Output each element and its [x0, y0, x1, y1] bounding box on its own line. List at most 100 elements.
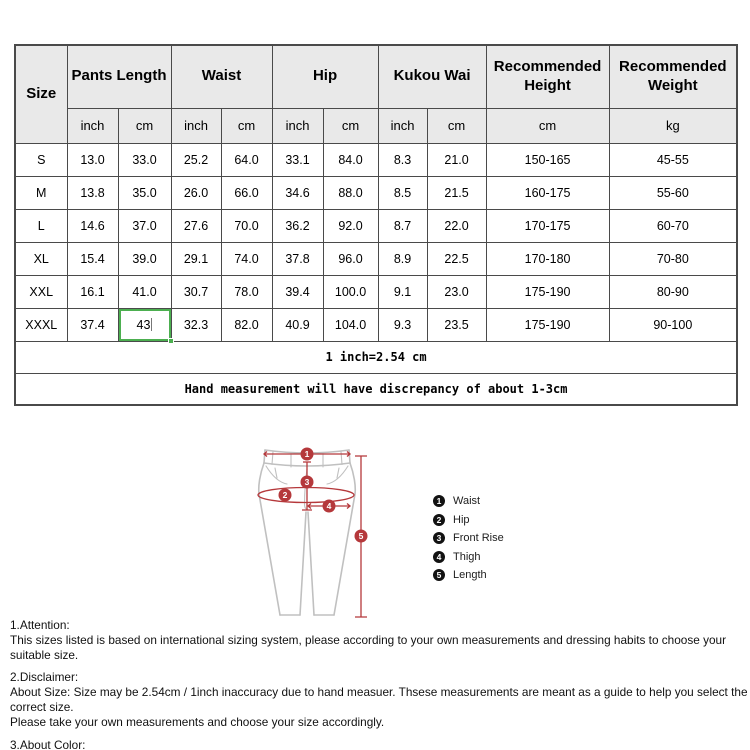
- unit-header[interactable]: cm: [322, 107, 379, 144]
- value-cell[interactable]: 27.6: [170, 208, 222, 243]
- section-line: Please take your own measurements and ch…: [10, 714, 385, 729]
- value-cell[interactable]: 8.3: [377, 142, 428, 177]
- value-cell[interactable]: 33.0: [117, 142, 172, 177]
- col-header-recommended-weight[interactable]: Recommended Weight: [608, 44, 738, 109]
- value-cell[interactable]: 78.0: [220, 274, 273, 309]
- value-cell[interactable]: 30.7: [170, 274, 222, 309]
- unit-header[interactable]: cm: [117, 107, 172, 144]
- value-cell[interactable]: 40.9: [271, 307, 324, 342]
- value-cell[interactable]: 70.0: [220, 208, 273, 243]
- value-cell[interactable]: 96.0: [322, 241, 379, 276]
- legend-item: 3 Front Rise: [433, 529, 504, 548]
- value-cell[interactable]: 74.0: [220, 241, 273, 276]
- attention-section: 1.Attention: This sizes listed is based …: [10, 618, 748, 662]
- marker-number: 2: [283, 490, 288, 500]
- value-cell[interactable]: 29.1: [170, 241, 222, 276]
- value-cell[interactable]: 55-60: [608, 175, 738, 210]
- unit-header[interactable]: inch: [170, 107, 222, 144]
- value-cell[interactable]: 21.0: [426, 142, 487, 177]
- value-cell[interactable]: 70-80: [608, 241, 738, 276]
- col-header-pants-length[interactable]: Pants Length: [66, 44, 172, 109]
- col-header-size[interactable]: Size: [14, 44, 68, 144]
- value-cell[interactable]: 45-55: [608, 142, 738, 177]
- value-cell[interactable]: 8.7: [377, 208, 428, 243]
- value-cell[interactable]: 32.3: [170, 307, 222, 342]
- legend-item: 1 Waist: [433, 492, 504, 511]
- col-header-hip[interactable]: Hip: [271, 44, 379, 109]
- value-cell[interactable]: 35.0: [117, 175, 172, 210]
- value-cell[interactable]: 41.0: [117, 274, 172, 309]
- value-cell[interactable]: 37.4: [66, 307, 119, 342]
- value-cell[interactable]: 33.1: [271, 142, 324, 177]
- value-cell[interactable]: 175-190: [485, 307, 610, 342]
- size-cell[interactable]: XXL: [14, 274, 68, 309]
- legend-label: Length: [453, 569, 487, 582]
- col-header-recommended-height[interactable]: Recommended Height: [485, 44, 610, 109]
- note-inch-conversion[interactable]: 1 inch=2.54 cm: [14, 340, 738, 374]
- legend-item: 4 Thigh: [433, 548, 504, 567]
- value-cell[interactable]: 9.1: [377, 274, 428, 309]
- value-cell[interactable]: 8.5: [377, 175, 428, 210]
- value-cell[interactable]: 80-90: [608, 274, 738, 309]
- unit-header[interactable]: inch: [271, 107, 324, 144]
- unit-header[interactable]: cm: [220, 107, 273, 144]
- unit-header[interactable]: inch: [377, 107, 428, 144]
- marker-number: 1: [305, 449, 310, 459]
- note-hand-measurement[interactable]: Hand measurement will have discrepancy o…: [14, 372, 738, 406]
- value-cell[interactable]: 34.6: [271, 175, 324, 210]
- editing-cell[interactable]: 43: [117, 307, 174, 344]
- value-cell[interactable]: 60-70: [608, 208, 738, 243]
- value-cell[interactable]: 9.3: [377, 307, 428, 342]
- value-cell[interactable]: 13.8: [66, 175, 119, 210]
- value-cell[interactable]: 37.8: [271, 241, 324, 276]
- size-cell[interactable]: XXXL: [14, 307, 68, 342]
- size-cell[interactable]: M: [14, 175, 68, 210]
- legend-item: 2 Hip: [433, 511, 504, 530]
- col-header-waist[interactable]: Waist: [170, 44, 273, 109]
- fill-handle[interactable]: [167, 337, 174, 344]
- col-header-kukou-wai[interactable]: Kukou Wai: [377, 44, 487, 109]
- value-cell[interactable]: 64.0: [220, 142, 273, 177]
- value-cell[interactable]: 150-165: [485, 142, 610, 177]
- value-cell[interactable]: 8.9: [377, 241, 428, 276]
- value-cell[interactable]: 15.4: [66, 241, 119, 276]
- value-cell[interactable]: 21.5: [426, 175, 487, 210]
- value-cell[interactable]: 100.0: [322, 274, 379, 309]
- unit-header[interactable]: cm: [485, 107, 610, 144]
- value-cell[interactable]: 23.0: [426, 274, 487, 309]
- value-cell[interactable]: 36.2: [271, 208, 324, 243]
- legend-label: Hip: [453, 513, 470, 526]
- value-cell[interactable]: 22.0: [426, 208, 487, 243]
- value-cell[interactable]: 160-175: [485, 175, 610, 210]
- value-cell[interactable]: 13.0: [66, 142, 119, 177]
- value-cell[interactable]: 66.0: [220, 175, 273, 210]
- value-cell[interactable]: 25.2: [170, 142, 222, 177]
- value-cell[interactable]: 90-100: [608, 307, 738, 342]
- numbered-circle-icon: 3: [433, 532, 445, 545]
- value-cell[interactable]: 22.5: [426, 241, 487, 276]
- value-cell[interactable]: 16.1: [66, 274, 119, 309]
- size-cell[interactable]: XL: [14, 241, 68, 276]
- unit-header[interactable]: kg: [608, 107, 738, 144]
- value-cell[interactable]: 26.0: [170, 175, 222, 210]
- value-cell[interactable]: 92.0: [322, 208, 379, 243]
- value-cell[interactable]: 23.5: [426, 307, 487, 342]
- value-cell[interactable]: 88.0: [322, 175, 379, 210]
- size-cell[interactable]: L: [14, 208, 68, 243]
- value-cell[interactable]: 14.6: [66, 208, 119, 243]
- value-cell[interactable]: 82.0: [220, 307, 273, 342]
- value-cell[interactable]: 39.0: [117, 241, 172, 276]
- unit-header[interactable]: cm: [426, 107, 487, 144]
- value-cell[interactable]: 170-180: [485, 241, 610, 276]
- value-cell[interactable]: 175-190: [485, 274, 610, 309]
- table-row: M 13.8 35.0 26.0 66.0 34.6 88.0 8.5 21.5 160-175 5…: [14, 175, 738, 210]
- header-row-units: inch cm inch cm inch cm inch cm cm kg: [15, 107, 738, 144]
- value-cell[interactable]: 104.0: [322, 307, 379, 342]
- value-cell[interactable]: 84.0: [322, 142, 379, 177]
- unit-header[interactable]: inch: [66, 107, 119, 144]
- value-cell[interactable]: 170-175: [485, 208, 610, 243]
- value-cell[interactable]: 39.4: [271, 274, 324, 309]
- section-line: This sizes listed is based on internatio…: [10, 632, 727, 662]
- size-cell[interactable]: S: [14, 142, 68, 177]
- value-cell[interactable]: 37.0: [117, 208, 172, 243]
